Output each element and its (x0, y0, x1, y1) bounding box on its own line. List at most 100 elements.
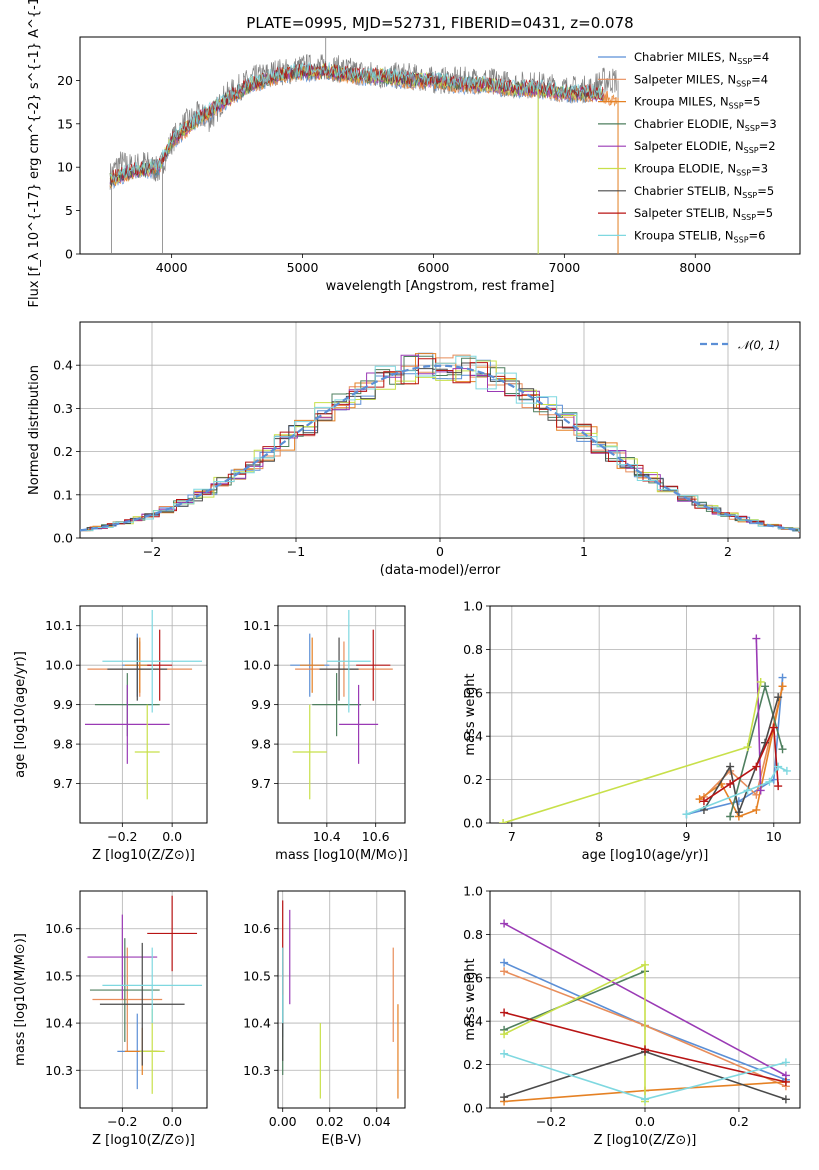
weight-marker (726, 812, 735, 821)
legend-entry: Kroupa STELIB, NSSP=6 (634, 228, 765, 244)
legend-entry: Salpeter ELODIE, NSSP=2 (634, 139, 776, 155)
x-tick-label: 8 (595, 829, 603, 844)
y-tick-label: 10.3 (45, 1063, 73, 1078)
x-tick-label: 7000 (548, 260, 580, 275)
y-tick-label: 10.0 (243, 658, 271, 673)
mass_vs_Z-frame (79, 890, 208, 1109)
mass_vs_Z-axes: −0.2 0.0 10.3 10.4 10.5 10.6 Z [log10(Z/Z⊙)] ma… (13, 890, 208, 1148)
y-tick-label: 9.8 (53, 737, 73, 752)
mass_vs_ebv-axes: 0.00 0.02 0.04 10.3 10.4 10.5 10.6 E(B-V) (243, 890, 406, 1148)
y-tick-label: 10.5 (243, 968, 271, 983)
weight_vs_Z-axes: −0.2 0.0 0.2 0.0 0.2 0.4 0.6 0.8 1.0 Z [log10(Z/Z… (463, 884, 801, 1148)
y-axis-label: age [log10(age/yr)] (13, 651, 28, 778)
histogram-lines (80, 352, 800, 533)
x-tick-label: 9 (683, 829, 691, 844)
y-tick-label: 10.4 (243, 1016, 271, 1031)
weight-marker (778, 682, 787, 691)
legend-entry: Chabrier ELODIE, NSSP=3 (634, 117, 777, 133)
weight-marker (500, 958, 509, 967)
y-tick-label: 0.6 (463, 970, 483, 985)
y-tick-label: 0.1 (53, 487, 73, 502)
weight_vs_Z-lines (500, 919, 790, 1106)
y-tick-label: 0.2 (463, 772, 483, 787)
weight-marker (699, 797, 708, 806)
model-spectrum-line (109, 62, 604, 185)
x-axis-label: Z [log10(Z/Z⊙)] (92, 848, 195, 863)
weight-series-line (755, 638, 762, 791)
y-axis-label: mass weight (463, 673, 478, 755)
y-tick-label: 0.6 (463, 685, 483, 700)
x-tick-label: 5000 (287, 260, 319, 275)
x-tick-label: 10 (766, 829, 782, 844)
x-tick-label: 0.0 (162, 1114, 182, 1129)
weight-marker (641, 960, 649, 969)
x-tick-label: −1 (287, 544, 305, 559)
x-tick-label: −0.2 (107, 1114, 137, 1129)
y-tick-label: 0 (65, 247, 73, 262)
weight-marker (743, 786, 752, 795)
y-axis-label: mass weight (463, 958, 478, 1040)
spectrum-lines (109, 37, 619, 254)
weight-marker (774, 693, 783, 702)
y-tick-label: 0.4 (463, 1014, 483, 1029)
age_vs_Z-axes: −0.2 0.0 9.7 9.8 9.9 10.0 10.1 Z [log10(Z/Z⊙)] a… (13, 605, 208, 863)
x-tick-label: 0.0 (635, 1114, 655, 1129)
normal-curve (80, 364, 800, 532)
weight-marker (774, 762, 783, 771)
weight-series-line (502, 681, 762, 823)
weight-marker (499, 819, 508, 823)
residual-histogram (80, 358, 800, 533)
y-tick-label: 9.8 (251, 737, 271, 752)
x-tick-label: −2 (143, 544, 161, 559)
x-tick-label: 4000 (156, 260, 188, 275)
spectrum-axes: 4000 5000 6000 7000 8000 0 5 10 15 20 wavelength [… (27, 0, 801, 307)
weight-marker (781, 1077, 790, 1086)
x-tick-label: 0 (436, 544, 444, 559)
weight-marker (500, 967, 509, 976)
weight_vs_age-axes: 7 8 9 10 0.0 0.2 0.4 0.6 0.8 1.0 age [log10(age/yr… (463, 599, 801, 863)
y-tick-label: 10.6 (243, 921, 271, 936)
y-tick-label: 0.2 (53, 444, 73, 459)
y-tick-label: 9.7 (251, 776, 271, 791)
y-tick-label: 9.9 (251, 697, 271, 712)
weight-marker (726, 779, 735, 788)
legend-entry: Kroupa ELODIE, NSSP=3 (634, 162, 768, 178)
mass_vs_ebv-errorbars (282, 900, 399, 1099)
x-axis-label: (data-model)/error (380, 563, 501, 578)
figure-title: PLATE=0995, MJD=52731, FIBERID=0431, z=0… (246, 14, 633, 32)
y-tick-label: 10.4 (45, 1016, 73, 1031)
x-tick-label: 0.04 (363, 1114, 391, 1129)
weight-marker (682, 810, 691, 819)
y-tick-label: 0.4 (463, 729, 483, 744)
y-tick-label: 10.5 (45, 968, 73, 983)
weight-series-line (703, 686, 784, 798)
weight-series-line (503, 970, 646, 1031)
x-axis-label: E(B-V) (321, 1133, 361, 1148)
y-tick-label: 10 (57, 160, 73, 175)
weight_vs_Z-frame (489, 890, 801, 1109)
x-axis-label: mass [log10(M/M⊙)] (275, 848, 408, 863)
weight-marker (769, 723, 778, 732)
weight-marker (782, 766, 791, 775)
x-tick-label: −0.2 (536, 1114, 566, 1129)
y-axis-label: mass [log10(M/M⊙)] (13, 933, 28, 1066)
weight-marker (781, 1095, 790, 1104)
x-tick-label: 8000 (679, 260, 711, 275)
weight-marker (752, 634, 761, 643)
weight-series-line (503, 963, 646, 1102)
legend-entry: Kroupa MILES, NSSP=5 (634, 95, 760, 111)
x-tick-label: 10.4 (313, 829, 341, 844)
y-tick-label: 1.0 (463, 599, 483, 614)
legend-entry: Chabrier MILES, NSSP=4 (634, 50, 769, 66)
x-axis-label: Z [log10(Z/Z⊙)] (92, 1133, 195, 1148)
weight_vs_age-lines (499, 634, 791, 823)
legend-entry: 𝒩(0, 1) (738, 338, 780, 352)
y-tick-label: 10.1 (243, 618, 271, 633)
legend-entry: Chabrier STELIB, NSSP=5 (634, 184, 774, 200)
x-axis-label: Z [log10(Z/Z⊙)] (594, 1133, 697, 1148)
residuals-axes: −2 −1 0 1 2 0.0 0.1 0.2 0.3 0.4 (data-model)/error… (27, 321, 801, 578)
y-tick-label: 9.9 (53, 697, 73, 712)
y-tick-label: 15 (57, 116, 73, 131)
x-tick-label: 2 (724, 544, 732, 559)
